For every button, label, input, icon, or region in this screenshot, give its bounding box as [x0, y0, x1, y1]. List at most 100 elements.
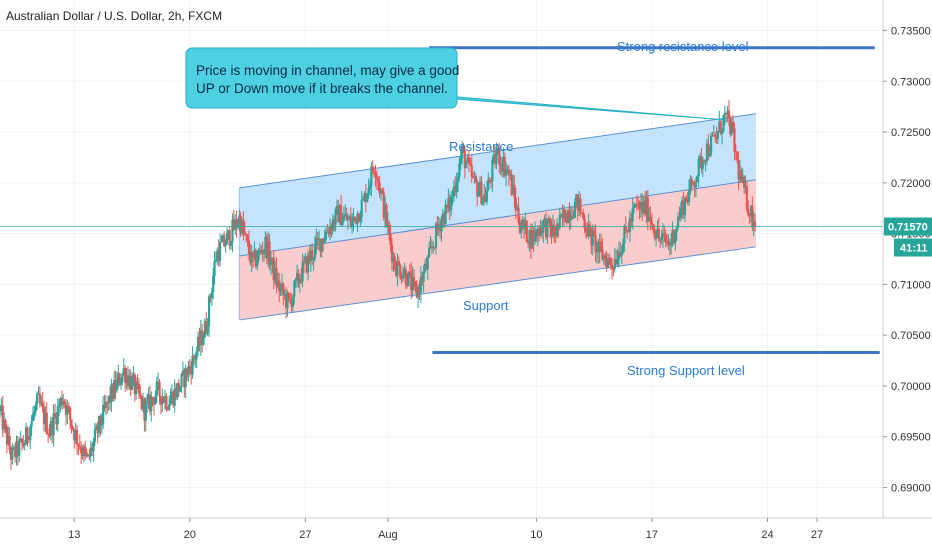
candle-body [654, 237, 658, 239]
candle-body [250, 252, 253, 263]
candle-body [620, 252, 623, 257]
candle-body [555, 223, 559, 236]
candle-body [525, 220, 528, 242]
candle-body [547, 218, 550, 220]
candle-body [425, 263, 428, 270]
candle-body [234, 219, 237, 230]
candle-body [184, 368, 187, 388]
price-axis[interactable]: 0.735000.730000.725000.720000.715000.710… [882, 0, 932, 518]
candle-body [708, 153, 711, 157]
candle-body [373, 171, 376, 173]
candle-body [36, 393, 39, 405]
candle-body [335, 205, 339, 209]
candle-body [595, 242, 599, 253]
candle-body [366, 193, 369, 203]
candle-body [188, 366, 191, 368]
candle-body [269, 262, 273, 265]
candle-body [99, 415, 102, 426]
candle-body [382, 192, 385, 218]
candle-body [20, 438, 24, 444]
candle-body [264, 236, 267, 251]
candle-body [100, 423, 103, 426]
candle-body [664, 234, 667, 242]
candle-body [166, 408, 169, 410]
candle-body [675, 227, 678, 233]
time-axis[interactable]: 13 20 27 Aug 10 17 24 27 [0, 517, 932, 541]
candle-body [617, 251, 621, 260]
horizontal-levels[interactable] [429, 46, 880, 354]
candle-body [346, 218, 350, 221]
candle-body [196, 336, 200, 352]
candle-body [194, 358, 197, 360]
candle-body [672, 229, 676, 243]
candle-body [147, 394, 150, 402]
candle-body [488, 179, 491, 182]
candle-body [202, 337, 205, 345]
candle-body [533, 229, 537, 242]
candle-body [671, 229, 674, 244]
candle-body [564, 209, 567, 222]
candle-body [714, 134, 717, 137]
candle-body [191, 355, 194, 375]
candle-body [663, 233, 666, 235]
candle-body [485, 190, 488, 202]
candle-body [480, 181, 483, 205]
candle-body [37, 393, 40, 395]
candle-body [212, 276, 215, 293]
candle-body [235, 219, 238, 228]
callout-box [185, 47, 458, 109]
candle-body [731, 121, 735, 128]
candle-body [93, 429, 97, 442]
callout[interactable]: Price is moving in channel, may give a g… [185, 47, 725, 121]
countdown-label: 41:11 [900, 243, 928, 255]
candle-body [350, 220, 354, 227]
candle-body [720, 130, 724, 134]
candle-body [317, 238, 321, 240]
candle-body [132, 374, 135, 378]
candle-body [216, 250, 219, 260]
candle-body [27, 438, 30, 441]
candle-body [294, 278, 297, 281]
candle-body [613, 259, 616, 269]
candle-body [309, 250, 312, 262]
candle-body [544, 218, 548, 238]
candle-body [231, 219, 234, 243]
candle-body [430, 246, 433, 248]
candle-body [725, 112, 728, 114]
candle-body [291, 296, 295, 307]
candle-body [77, 444, 80, 446]
candle-body [624, 226, 627, 230]
candle-body [392, 256, 395, 262]
candle-body [339, 205, 343, 226]
candle-body [406, 283, 409, 286]
candle-body [227, 230, 230, 234]
candle-body [628, 218, 632, 233]
candle-body [59, 397, 62, 407]
candle-body [272, 257, 275, 281]
price-tick-label: 0.73500 [891, 25, 931, 37]
candle-body [590, 227, 593, 246]
candle-body [568, 210, 571, 221]
candle-body [170, 391, 174, 399]
candle-body [45, 412, 48, 434]
candle-body [298, 278, 301, 284]
candle-body [283, 294, 286, 296]
candle-body [300, 278, 303, 282]
current-price-tag: 0.71570 41:11 [884, 217, 932, 257]
candle-body [747, 208, 750, 215]
candle-body [478, 181, 482, 192]
candle-body [44, 412, 47, 425]
candle-body [502, 157, 505, 172]
candle-body [242, 220, 245, 232]
candle-body [327, 232, 330, 235]
candle-body [744, 185, 747, 188]
candle-body [124, 367, 127, 384]
candle-body [610, 264, 614, 269]
price-channel[interactable] [238, 113, 756, 321]
candle-body [251, 252, 255, 258]
candle-body [540, 227, 544, 233]
candle-body [113, 380, 116, 399]
candle-body [531, 230, 534, 249]
candle-body [140, 395, 143, 409]
